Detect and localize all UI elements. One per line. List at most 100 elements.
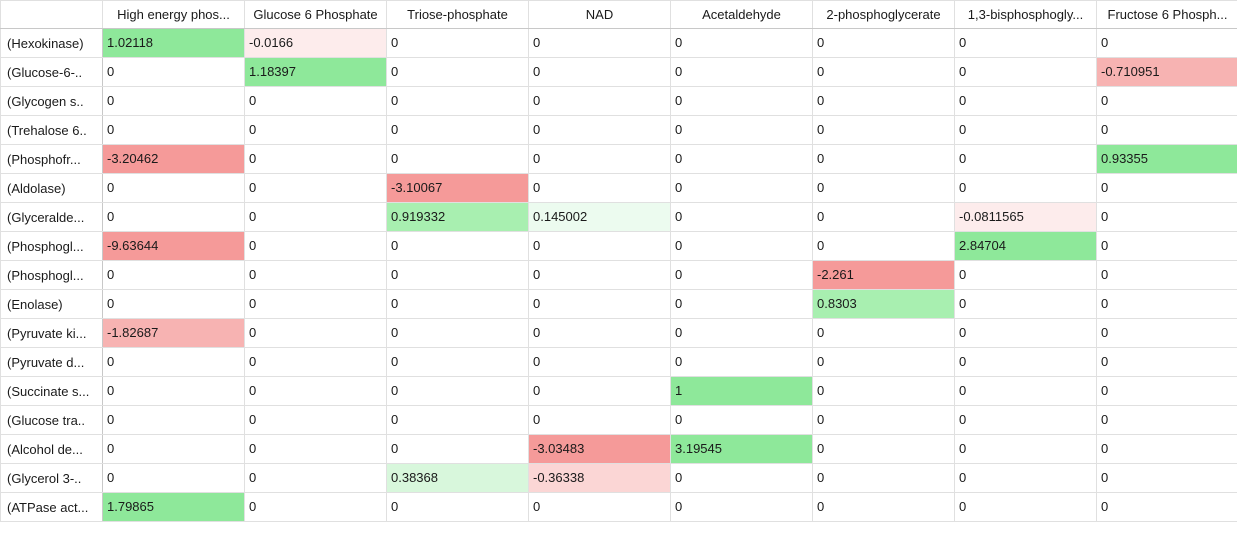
- data-cell[interactable]: 0: [671, 319, 813, 348]
- data-cell[interactable]: -0.0811565: [955, 203, 1097, 232]
- col-header[interactable]: Fructose 6 Phosph...: [1097, 1, 1237, 29]
- row-header[interactable]: (Glycogen s..: [1, 87, 103, 116]
- row-header[interactable]: (Aldolase): [1, 174, 103, 203]
- col-header[interactable]: Acetaldehyde: [671, 1, 813, 29]
- data-cell[interactable]: 0.93355: [1097, 145, 1237, 174]
- row-header[interactable]: (Enolase): [1, 290, 103, 319]
- data-cell[interactable]: 0: [387, 232, 529, 261]
- data-cell[interactable]: 0: [955, 29, 1097, 58]
- data-cell[interactable]: 0: [955, 174, 1097, 203]
- data-cell[interactable]: 0: [387, 377, 529, 406]
- data-cell[interactable]: 0: [529, 348, 671, 377]
- data-cell[interactable]: 0: [813, 464, 955, 493]
- data-cell[interactable]: 0: [529, 319, 671, 348]
- data-cell[interactable]: 0: [955, 261, 1097, 290]
- row-header[interactable]: (Phosphogl...: [1, 232, 103, 261]
- col-header[interactable]: NAD: [529, 1, 671, 29]
- data-cell[interactable]: 0: [529, 29, 671, 58]
- data-cell[interactable]: 0: [103, 464, 245, 493]
- data-cell[interactable]: 0: [955, 435, 1097, 464]
- data-cell[interactable]: 0: [245, 232, 387, 261]
- data-cell[interactable]: 0: [529, 174, 671, 203]
- data-cell[interactable]: 0: [955, 290, 1097, 319]
- row-header[interactable]: (Glycerol 3-..: [1, 464, 103, 493]
- data-cell[interactable]: 0: [245, 435, 387, 464]
- data-cell[interactable]: 0: [813, 319, 955, 348]
- data-cell[interactable]: 0: [813, 348, 955, 377]
- data-cell[interactable]: 0: [813, 377, 955, 406]
- col-header[interactable]: High energy phos...: [103, 1, 245, 29]
- data-cell[interactable]: 0.919332: [387, 203, 529, 232]
- data-cell[interactable]: 0: [529, 145, 671, 174]
- data-cell[interactable]: 0: [671, 145, 813, 174]
- data-cell[interactable]: 0: [529, 290, 671, 319]
- data-cell[interactable]: 0: [955, 348, 1097, 377]
- data-cell[interactable]: -0.710951: [1097, 58, 1237, 87]
- data-cell[interactable]: -3.03483: [529, 435, 671, 464]
- data-cell[interactable]: 0: [813, 116, 955, 145]
- data-cell[interactable]: 0: [671, 348, 813, 377]
- data-cell[interactable]: 0: [813, 174, 955, 203]
- data-cell[interactable]: 0: [387, 261, 529, 290]
- data-cell[interactable]: 0: [1097, 87, 1237, 116]
- data-cell[interactable]: 1.18397: [245, 58, 387, 87]
- data-cell[interactable]: 0: [1097, 174, 1237, 203]
- data-cell[interactable]: 0: [955, 87, 1097, 116]
- data-cell[interactable]: 0: [103, 261, 245, 290]
- data-cell[interactable]: 0: [245, 406, 387, 435]
- col-header[interactable]: Triose-phosphate: [387, 1, 529, 29]
- data-cell[interactable]: 0: [671, 116, 813, 145]
- data-cell[interactable]: 0: [955, 406, 1097, 435]
- data-cell[interactable]: 0: [813, 87, 955, 116]
- row-header[interactable]: (Phosphogl...: [1, 261, 103, 290]
- data-cell[interactable]: 0: [529, 493, 671, 522]
- data-cell[interactable]: 0: [387, 145, 529, 174]
- data-cell[interactable]: 0: [813, 406, 955, 435]
- data-cell[interactable]: 0: [103, 58, 245, 87]
- data-cell[interactable]: 0: [671, 261, 813, 290]
- data-cell[interactable]: 0: [529, 406, 671, 435]
- data-cell[interactable]: 0: [1097, 435, 1237, 464]
- row-header[interactable]: (Pyruvate ki...: [1, 319, 103, 348]
- data-cell[interactable]: 0: [955, 493, 1097, 522]
- data-cell[interactable]: 0: [103, 435, 245, 464]
- data-cell[interactable]: 0.38368: [387, 464, 529, 493]
- data-cell[interactable]: 0: [245, 261, 387, 290]
- data-cell[interactable]: 0: [1097, 406, 1237, 435]
- data-cell[interactable]: 0: [1097, 493, 1237, 522]
- data-cell[interactable]: 0: [671, 58, 813, 87]
- data-cell[interactable]: 0.145002: [529, 203, 671, 232]
- data-cell[interactable]: 0: [671, 232, 813, 261]
- data-cell[interactable]: 0: [671, 29, 813, 58]
- data-cell[interactable]: 0: [1097, 464, 1237, 493]
- row-header[interactable]: (ATPase act...: [1, 493, 103, 522]
- data-cell[interactable]: 0: [387, 290, 529, 319]
- data-cell[interactable]: -2.261: [813, 261, 955, 290]
- row-header[interactable]: (Glyceralde...: [1, 203, 103, 232]
- data-cell[interactable]: 0: [1097, 232, 1237, 261]
- data-cell[interactable]: 0: [529, 58, 671, 87]
- data-cell[interactable]: 0: [387, 348, 529, 377]
- row-header[interactable]: (Trehalose 6..: [1, 116, 103, 145]
- data-cell[interactable]: 0: [103, 290, 245, 319]
- data-cell[interactable]: 0: [671, 464, 813, 493]
- data-cell[interactable]: 0: [813, 145, 955, 174]
- data-cell[interactable]: 0: [955, 464, 1097, 493]
- data-cell[interactable]: 0: [103, 203, 245, 232]
- data-cell[interactable]: 0: [671, 290, 813, 319]
- data-cell[interactable]: 0: [671, 203, 813, 232]
- data-cell[interactable]: 0: [387, 116, 529, 145]
- data-cell[interactable]: 0: [245, 87, 387, 116]
- data-cell[interactable]: 0: [955, 377, 1097, 406]
- data-cell[interactable]: 0: [245, 145, 387, 174]
- data-cell[interactable]: 0: [103, 116, 245, 145]
- heatmap-table[interactable]: High energy phos... Glucose 6 Phosphate …: [0, 0, 1237, 522]
- data-cell[interactable]: 0: [387, 493, 529, 522]
- data-cell[interactable]: 0: [1097, 319, 1237, 348]
- data-cell[interactable]: 0: [245, 493, 387, 522]
- data-cell[interactable]: 0: [813, 29, 955, 58]
- data-cell[interactable]: 0: [529, 87, 671, 116]
- data-cell[interactable]: -1.82687: [103, 319, 245, 348]
- data-cell[interactable]: -0.36338: [529, 464, 671, 493]
- data-cell[interactable]: 0: [813, 493, 955, 522]
